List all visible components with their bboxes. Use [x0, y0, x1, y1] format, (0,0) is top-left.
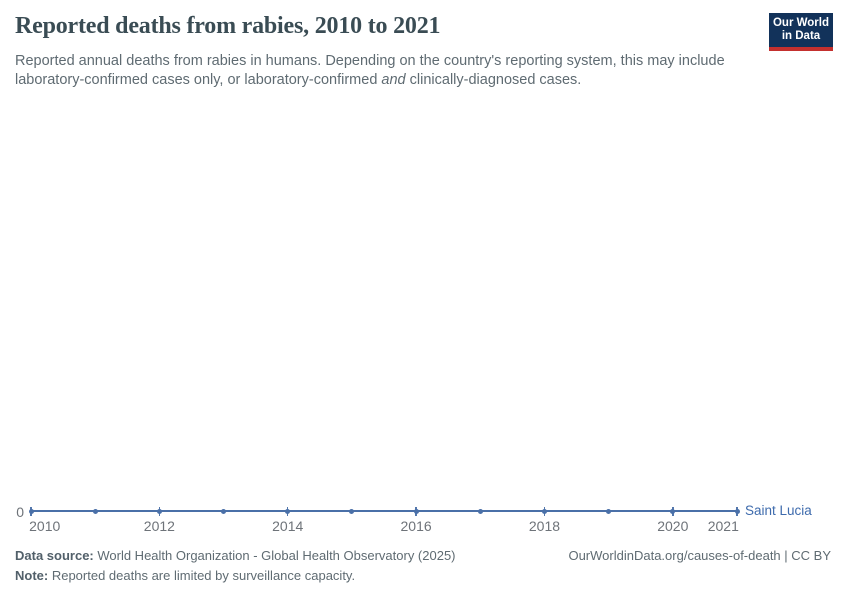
data-point — [541, 508, 547, 514]
data-point — [221, 508, 227, 514]
x-tick-label: 2021 — [707, 518, 739, 534]
x-tick-label: 2016 — [400, 518, 432, 534]
footer-note: Note: Reported deaths are limited by sur… — [15, 568, 356, 583]
data-point — [734, 508, 740, 514]
footer-datasource: Data source: World Health Organization -… — [15, 548, 456, 563]
data-point — [349, 508, 355, 514]
subtitle-line-1: Reported annual deaths from rabies in hu… — [15, 53, 725, 69]
owid-logo: Our World in Data — [769, 13, 833, 51]
data-point — [477, 508, 483, 514]
x-tick-label: 2020 — [657, 518, 689, 534]
datasource-label: Data source: — [15, 548, 94, 563]
page-title: Reported deaths from rabies, 2010 to 202… — [15, 13, 441, 39]
data-point — [285, 508, 291, 514]
data-point — [413, 508, 419, 514]
data-point — [606, 508, 612, 514]
x-tick-label: 2014 — [272, 518, 304, 534]
data-point — [92, 508, 98, 514]
x-tick-label: 2018 — [528, 518, 561, 534]
zero-line — [31, 510, 737, 512]
note-label: Note: — [15, 568, 49, 583]
owid-logo-line1: Our World — [772, 16, 829, 29]
footer-license: OurWorldinData.org/causes-of-death | CC … — [568, 548, 831, 563]
subtitle-line-2: laboratory-confirmed cases only, or labo… — [15, 71, 582, 88]
entity-label: Saint Lucia — [745, 503, 812, 518]
y-axis-zero-label: 0 — [16, 504, 24, 520]
x-tick-label: 2012 — [143, 518, 175, 534]
data-point — [156, 508, 162, 514]
data-point — [670, 508, 676, 514]
chart-subtitle: Reported annual deaths from rabies in hu… — [15, 52, 775, 89]
x-tick-label: 2010 — [29, 518, 61, 534]
data-point — [28, 508, 34, 514]
owid-logo-line2: in Data — [781, 30, 821, 42]
